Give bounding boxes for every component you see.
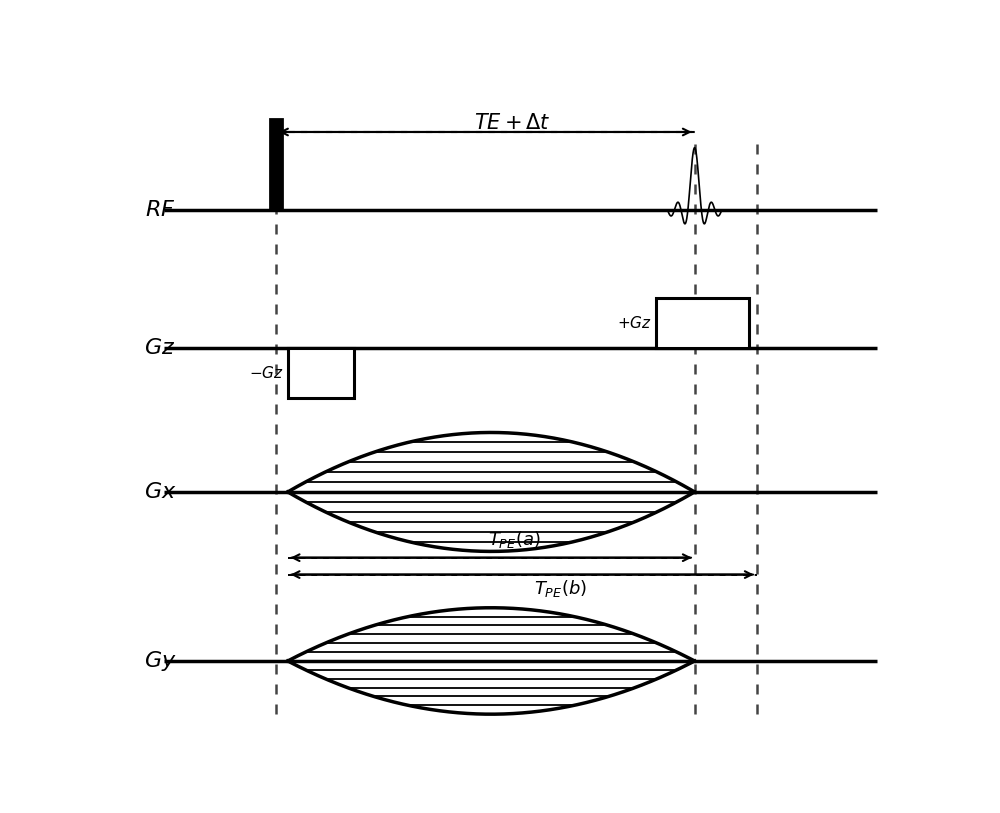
Text: $RF$: $RF$ [145,200,175,220]
Bar [656,298,749,348]
Text: $-Gz$: $-Gz$ [249,365,284,381]
Text: $T_{PE}(b)$: $T_{PE}(b)$ [534,578,587,598]
Text: $Gy$: $Gy$ [144,649,176,673]
Bar [270,120,282,211]
Text: $+Gz$: $+Gz$ [617,315,652,331]
Text: $TE+\Delta t$: $TE+\Delta t$ [474,112,551,133]
Text: $T_{PE}(a)$: $T_{PE}(a)$ [488,528,541,550]
Bar [288,348,354,398]
Text: $Gz$: $Gz$ [144,338,176,358]
Text: $Gx$: $Gx$ [144,482,176,502]
